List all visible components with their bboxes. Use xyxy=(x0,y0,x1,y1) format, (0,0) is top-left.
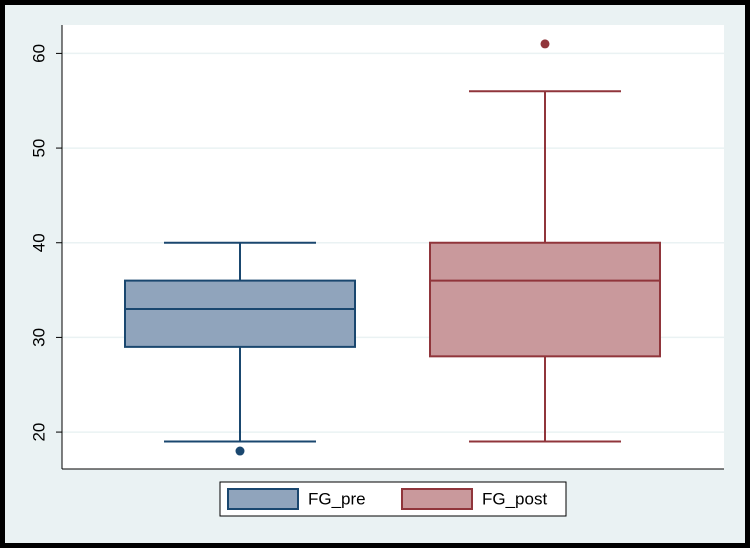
legend-swatch xyxy=(227,488,299,510)
y-tick-label: 50 xyxy=(29,139,48,158)
legend-swatch xyxy=(401,488,473,510)
legend-label: FG_post xyxy=(482,489,547,508)
y-tick-label: 60 xyxy=(29,44,48,63)
legend-label: FG_pre xyxy=(308,489,366,508)
y-tick-label: 40 xyxy=(29,233,48,252)
outlier xyxy=(540,39,550,49)
box xyxy=(429,241,661,358)
box xyxy=(124,279,356,348)
y-tick-label: 30 xyxy=(29,328,48,347)
y-tick-label: 20 xyxy=(29,423,48,442)
outlier xyxy=(235,446,245,456)
